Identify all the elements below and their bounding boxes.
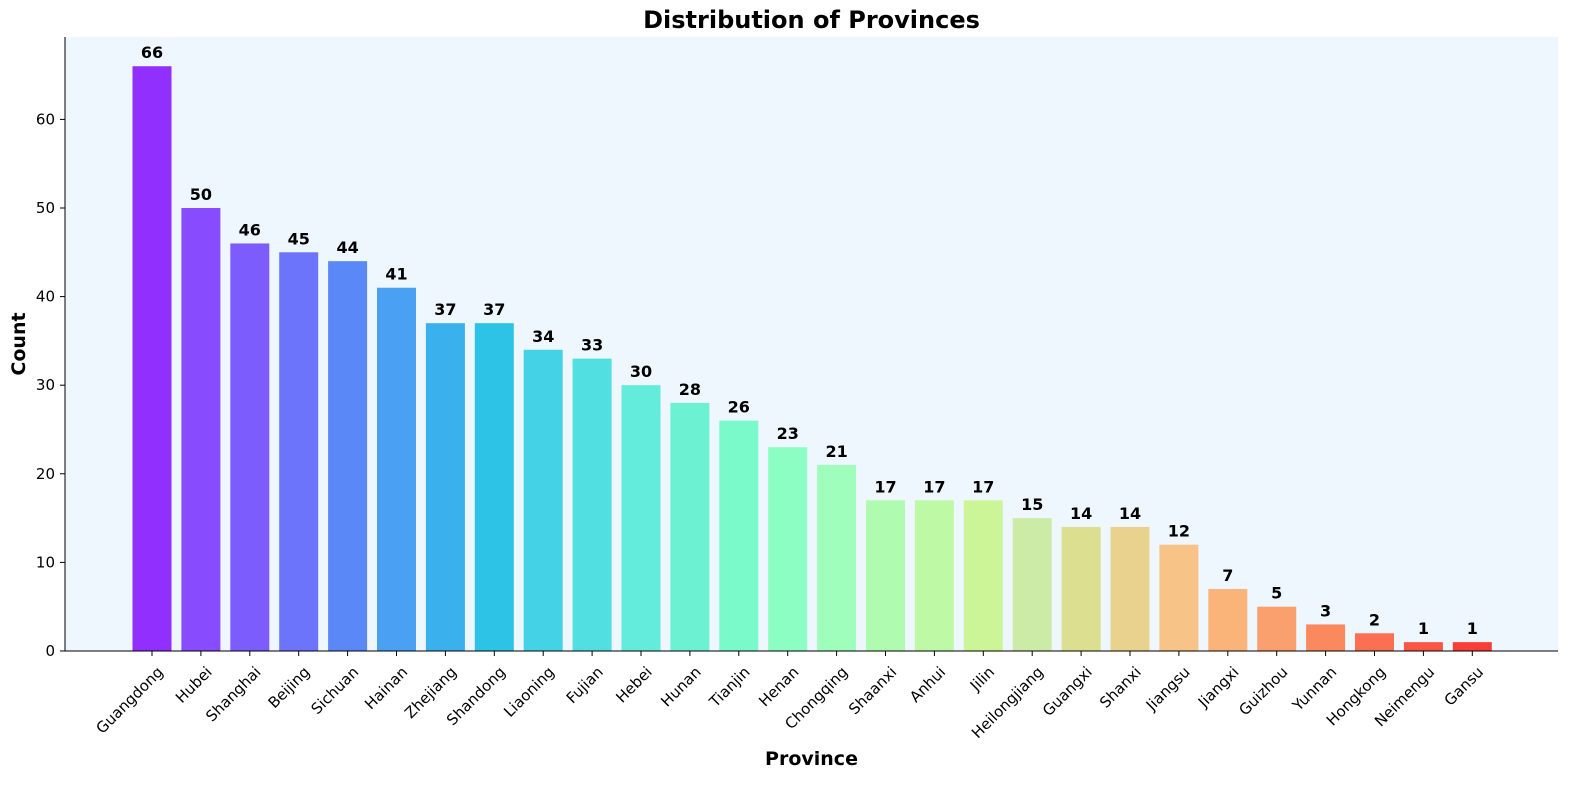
y-axis-ticks: 0 10 20 30 40 50 60 xyxy=(36,110,65,660)
bar-jilin xyxy=(963,500,1003,651)
bar-hunan xyxy=(670,402,710,651)
x-tick-label: Guizhou xyxy=(1235,663,1291,719)
chart-title: Distribution of Provinces xyxy=(643,6,980,34)
bar-henan xyxy=(768,447,808,651)
bar-value-label: 2 xyxy=(1369,610,1380,629)
x-tick-label: Guangxi xyxy=(1039,663,1096,720)
bar-value-label: 33 xyxy=(581,336,603,355)
bar-value-label: 12 xyxy=(1168,522,1190,541)
bar-value-label: 30 xyxy=(630,362,652,381)
bar-anhui xyxy=(914,500,954,651)
bar-value-label: 28 xyxy=(679,380,701,399)
x-tick-label: Anhui xyxy=(906,663,949,706)
bar-value-label: 17 xyxy=(972,477,994,496)
bar-tianjin xyxy=(719,420,759,651)
y-tick-label: 20 xyxy=(36,465,55,483)
bar-value-label: 21 xyxy=(825,442,847,461)
x-tick-label: Sichuan xyxy=(307,663,362,718)
x-tick-label: Shanxi xyxy=(1096,663,1145,712)
bar-value-label: 14 xyxy=(1119,504,1141,523)
bar-sichuan xyxy=(328,261,368,651)
bar-shaanxi xyxy=(866,500,905,651)
x-tick-label: Tianjin xyxy=(705,663,753,711)
bar-hebei xyxy=(621,385,661,651)
bar-guizhou xyxy=(1257,606,1297,651)
bar-value-label: 17 xyxy=(923,477,945,496)
x-tick-label: Fujian xyxy=(563,663,607,707)
bar-fujian xyxy=(572,358,612,651)
bar-value-label: 1 xyxy=(1467,619,1478,638)
x-tick-label: Hebei xyxy=(612,663,655,706)
bars-group xyxy=(132,66,1492,652)
bar-heilongjiang xyxy=(1012,518,1052,651)
x-tick-label: Hunan xyxy=(657,663,704,710)
y-axis-label: Count xyxy=(8,312,30,375)
bar-value-label: 50 xyxy=(190,185,212,204)
bar-value-label: 7 xyxy=(1222,566,1233,585)
x-tick-label: Jilin xyxy=(966,663,998,695)
bar-jiangsu xyxy=(1159,544,1199,651)
bar-hongkong xyxy=(1355,633,1394,651)
y-tick-label: 40 xyxy=(36,288,55,306)
bar-guangdong xyxy=(132,66,172,651)
bar-shanghai xyxy=(230,243,270,652)
bar-zhejiang xyxy=(425,323,465,651)
x-tick-label: Hubei xyxy=(172,663,216,707)
bar-value-label: 41 xyxy=(385,265,407,284)
bar-chongqing xyxy=(817,464,857,651)
x-tick-label: Guangdong xyxy=(92,663,166,737)
bar-value-label: 5 xyxy=(1271,584,1282,603)
y-tick-label: 30 xyxy=(36,376,55,394)
bar-guangxi xyxy=(1061,526,1101,651)
bar-value-label: 23 xyxy=(777,424,799,443)
bar-yunnan xyxy=(1306,624,1346,651)
bar-shandong xyxy=(474,323,514,651)
x-tick-label: Henan xyxy=(755,663,802,710)
bar-gansu xyxy=(1452,642,1492,651)
bar-liaoning xyxy=(523,349,563,651)
bar-value-label: 14 xyxy=(1070,504,1092,523)
bar-value-label: 34 xyxy=(532,327,554,346)
bar-value-label: 1 xyxy=(1418,619,1429,638)
bar-shanxi xyxy=(1110,526,1150,651)
y-tick-label: 50 xyxy=(36,199,55,217)
bar-neimengu xyxy=(1403,642,1443,651)
bar-value-label: 66 xyxy=(141,43,163,62)
bar-hubei xyxy=(181,207,221,652)
bar-value-label: 44 xyxy=(336,238,358,257)
bar-value-label: 37 xyxy=(483,300,505,319)
bar-value-label: 46 xyxy=(239,220,261,239)
bar-value-label: 45 xyxy=(288,229,310,248)
x-tick-label: Beijing xyxy=(265,663,314,712)
x-axis-label: Province xyxy=(765,748,858,770)
x-tick-label: Jiangxi xyxy=(1194,663,1243,712)
x-tick-label: Gansu xyxy=(1441,663,1487,709)
bar-jiangxi xyxy=(1208,588,1248,651)
bar-value-label: 26 xyxy=(728,398,750,417)
y-tick-label: 0 xyxy=(45,642,55,660)
y-tick-label: 10 xyxy=(36,553,55,571)
bar-value-label: 3 xyxy=(1320,601,1331,620)
bar-hainan xyxy=(377,287,416,651)
x-tick-label: Shaanxi xyxy=(845,663,900,718)
bar-beijing xyxy=(279,252,319,651)
x-tick-label: Jiangsu xyxy=(1142,663,1194,715)
bar-value-label: 17 xyxy=(874,477,896,496)
bar-value-label: 15 xyxy=(1021,495,1043,514)
x-tick-label: Liaoning xyxy=(500,663,558,721)
y-tick-label: 60 xyxy=(36,110,55,128)
bar-value-label: 37 xyxy=(434,300,456,319)
